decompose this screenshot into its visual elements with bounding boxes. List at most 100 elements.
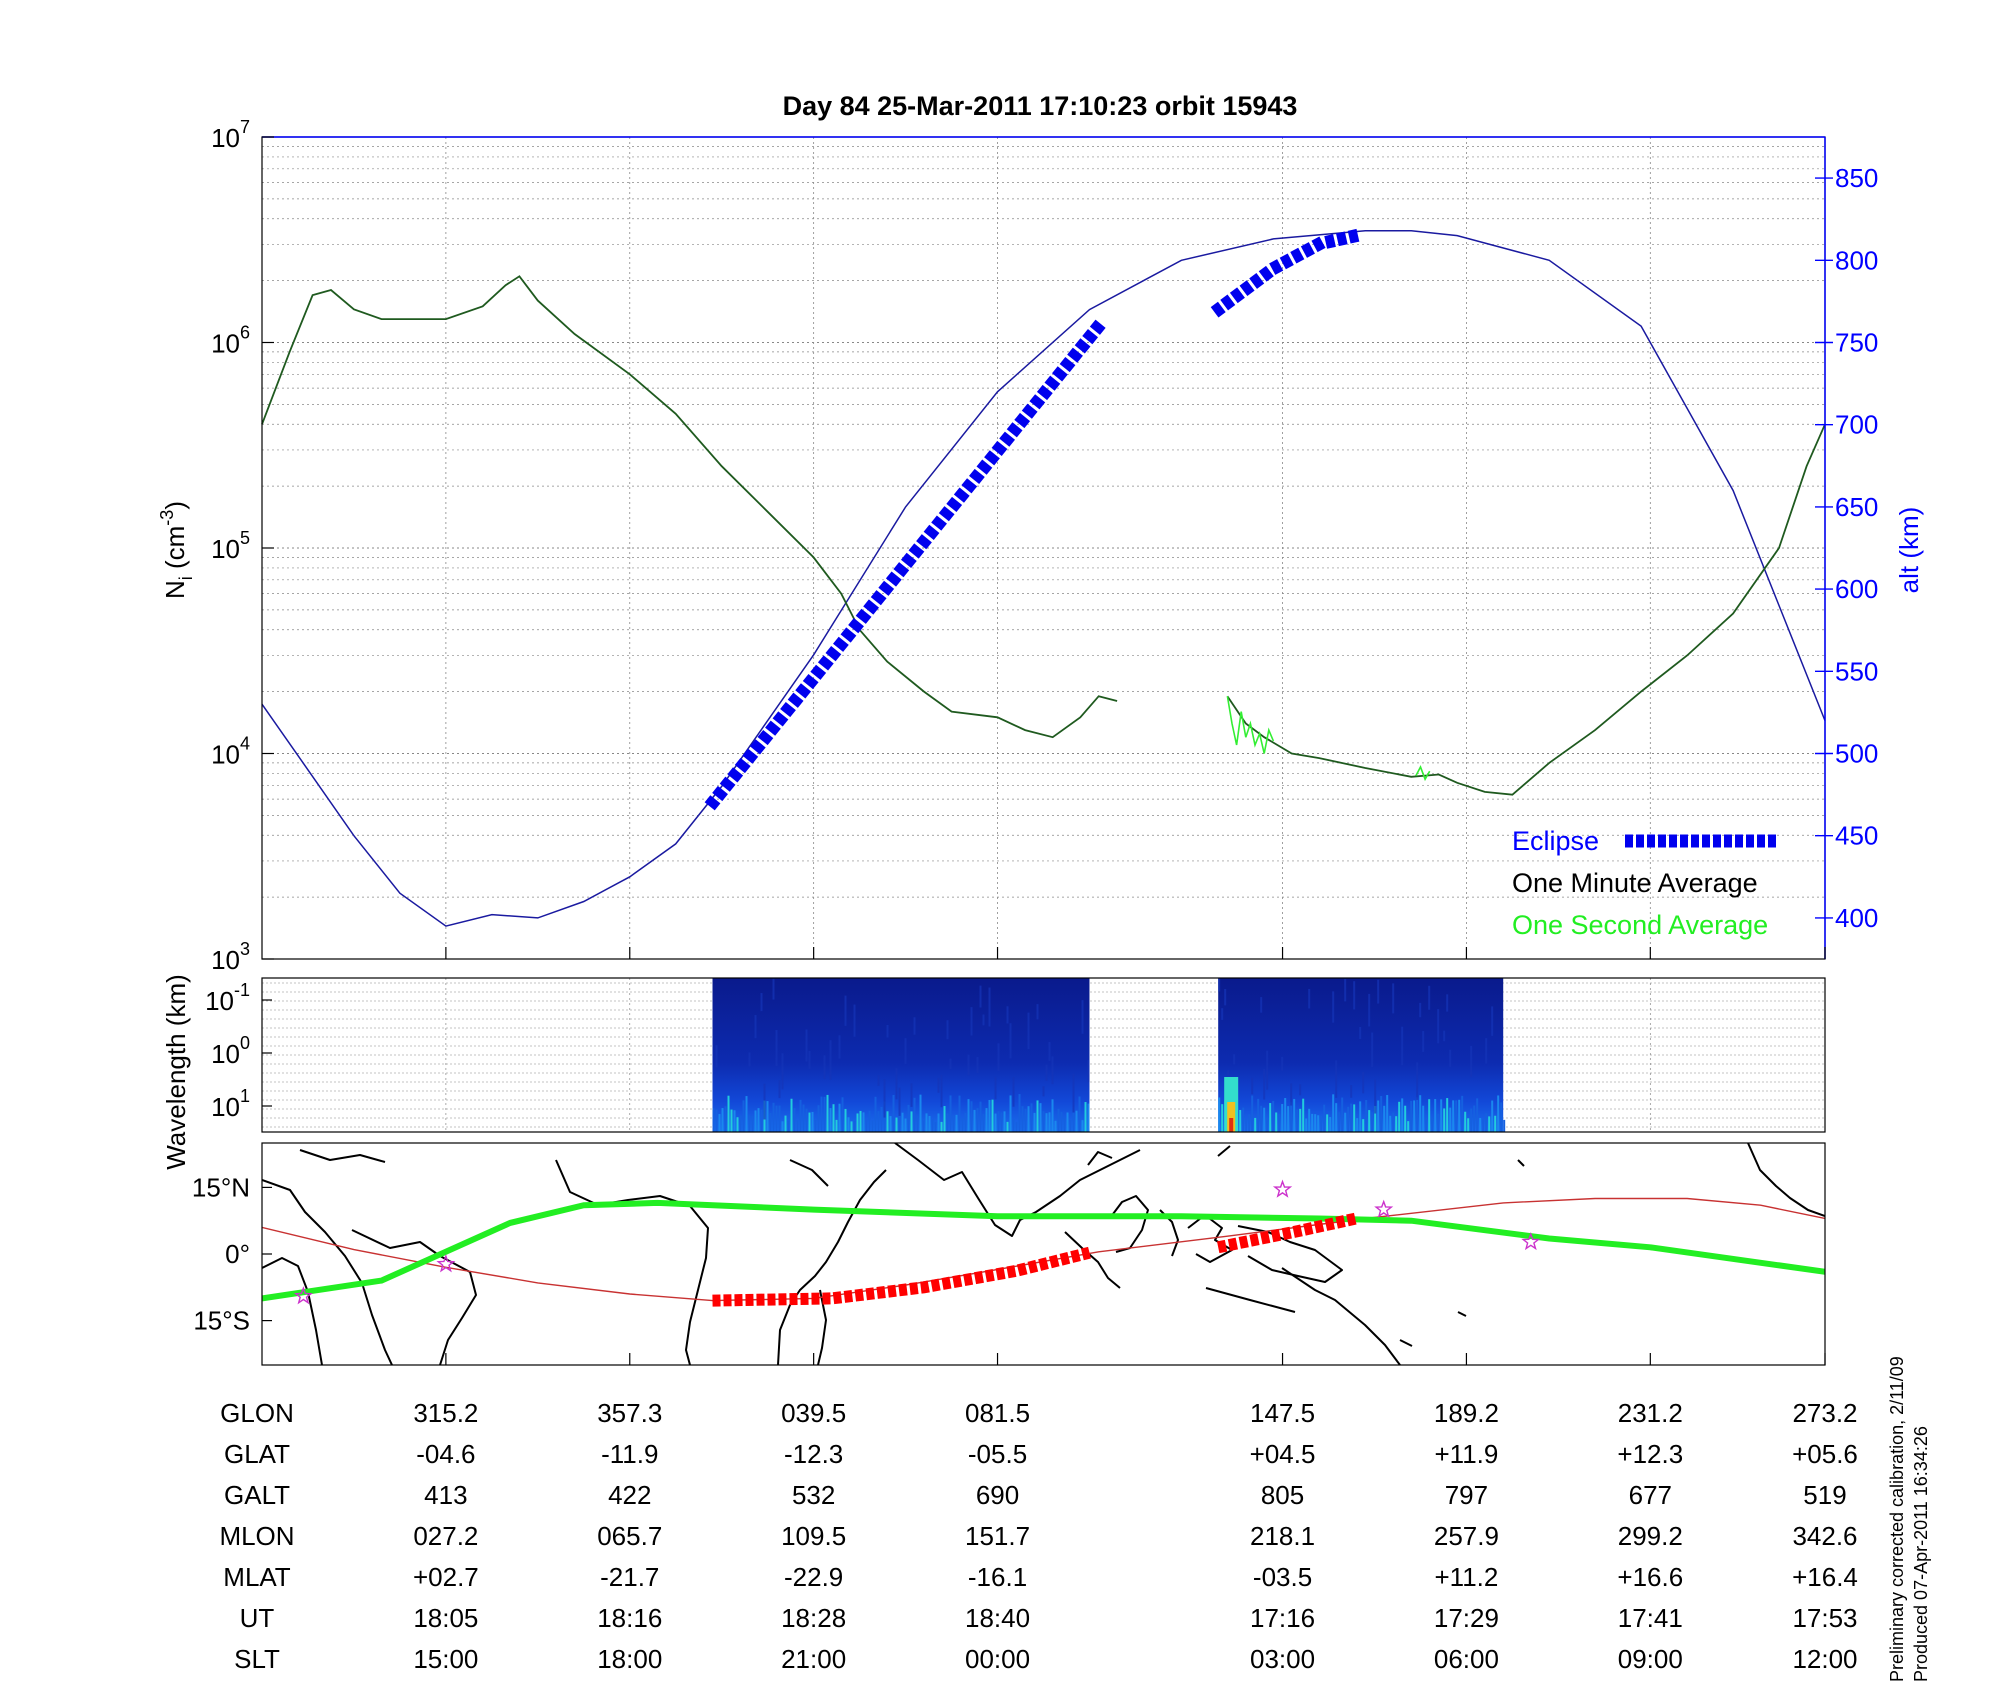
spectrogram-streak [1260,997,1263,1013]
spectrogram-column [841,1097,844,1132]
ephemeris-value: -21.7 [600,1562,659,1592]
eclipse-marker [885,571,902,587]
eclipse-marker [757,729,774,746]
spectrogram-column [736,1117,739,1132]
spectrogram-column [787,1120,790,1132]
spectrogram-column [1266,1119,1269,1132]
map-y-tick-label: 15°N [192,1172,250,1202]
spectrogram-column [757,1108,760,1132]
spectrogram-column [1332,1094,1335,1132]
spectrogram-y-label: Wavelength (km) [161,974,191,1170]
eclipse-marker [976,459,993,475]
ephemeris-value: 147.5 [1250,1398,1315,1428]
spectrogram-column [781,1121,784,1132]
spectrogram-column [775,1105,778,1132]
spectrogram-streak [838,1035,841,1059]
spectrogram-streak [1374,1079,1377,1114]
spectrogram-streak [1350,1085,1353,1098]
ephemeris-value: 027.2 [413,1521,478,1551]
spectrogram-column [982,1114,985,1132]
spectrogram-column [979,1101,982,1132]
ephemeris-value: 357.3 [597,1398,662,1428]
eclipse-marker [765,720,781,736]
spectrogram-column [727,1095,730,1132]
spectrogram-column [952,1115,955,1132]
spectrogram-column [1003,1111,1006,1132]
density-x-ticks [445,947,1826,959]
spectrogram-streak [1006,1006,1009,1024]
spectrogram-column [832,1104,835,1132]
spectrogram-column [895,1117,898,1132]
eclipse-marker [749,739,766,755]
spectrogram-column [1024,1108,1027,1132]
spectrogram-column [928,1115,931,1132]
spectrogram-streak [844,995,847,1026]
spectrogram-column [1081,1120,1084,1132]
eclipse-marker [916,534,932,550]
eclipse-marker [1036,384,1053,401]
spectrogram-column [1452,1100,1455,1132]
spectrogram-column [1218,1097,1221,1132]
spectrogram-column [1254,1117,1257,1132]
spectrogram-column [1087,1103,1090,1132]
eclipse-marker [908,543,925,559]
spectrogram-column [1006,1121,1009,1132]
ephemeris-value: 151.7 [965,1521,1030,1551]
eclipse-marker [961,478,978,494]
spectrogram-column [880,1106,883,1132]
spectrogram-column [1290,1102,1293,1132]
spectrogram-column [925,1113,928,1132]
eclipse-marker [953,487,970,503]
spectrogram-column [1380,1096,1383,1132]
spectrogram-column [874,1096,877,1132]
spectrogram-column [1311,1113,1314,1132]
legend-eclipse: Eclipse [1512,826,1599,856]
spectrogram-column [1057,1108,1060,1132]
spectrogram-column [1344,1112,1347,1132]
spectrogram-column [1287,1106,1290,1132]
spectrogram-column [1323,1104,1326,1132]
spectrogram-column [1485,1113,1488,1132]
spectrogram-column [1443,1108,1446,1132]
spectrogram-streak [913,1017,916,1035]
spectrogram-streak [715,1045,718,1068]
spectrogram-column [1392,1112,1395,1132]
altitude-tick-label: 700 [1835,410,1878,440]
ephemeris-value: 18:28 [781,1603,846,1633]
spectrogram-column [1431,1117,1434,1132]
spectrogram-column [1305,1118,1308,1132]
spectrogram-column [1036,1100,1039,1132]
spectrogram-column [826,1094,829,1132]
spectrogram-column [994,1113,997,1132]
spectrogram-column [940,1121,943,1132]
eclipse-marker [734,757,751,774]
eclipse-marker [1279,253,1294,270]
eclipse-track-segment-1 [1217,1212,1358,1254]
spectrogram-column [1021,1106,1024,1132]
spectrogram-column [949,1095,952,1132]
ephemeris-value: 805 [1261,1480,1304,1510]
spectrogram-streak [1290,1083,1293,1106]
spectrogram-column [1063,1117,1066,1132]
density-y-ticks: 103 104 105 106 107 [211,117,274,975]
density-y-tick-label: 106 [211,323,250,359]
ephemeris-label-mlat: MLAT [223,1562,291,1592]
altitude-tick-label: 550 [1835,656,1878,686]
ephemeris-value: -12.3 [784,1439,843,1469]
spectrogram-column [877,1111,880,1132]
ephemeris-value: +16.4 [1792,1562,1858,1592]
spectrogram-streak [1072,1073,1075,1113]
one-second-average-segment-0 [1226,696,1275,754]
eclipse-marker [1347,228,1360,244]
spectrogram-column [1455,1100,1458,1132]
spectrogram-streak [976,1057,979,1074]
spectrogram-column [967,1099,970,1132]
ephemeris-value: 315.2 [413,1398,478,1428]
spectrogram-streak [1470,1045,1473,1078]
ephemeris-value: 257.9 [1434,1521,1499,1551]
ephemeris-value: 00:00 [965,1644,1030,1674]
spectrogram-streak [1263,1068,1266,1100]
spectrogram-column [1389,1115,1392,1132]
spectrogram-column [1371,1112,1374,1132]
eclipse-marker [833,636,849,652]
